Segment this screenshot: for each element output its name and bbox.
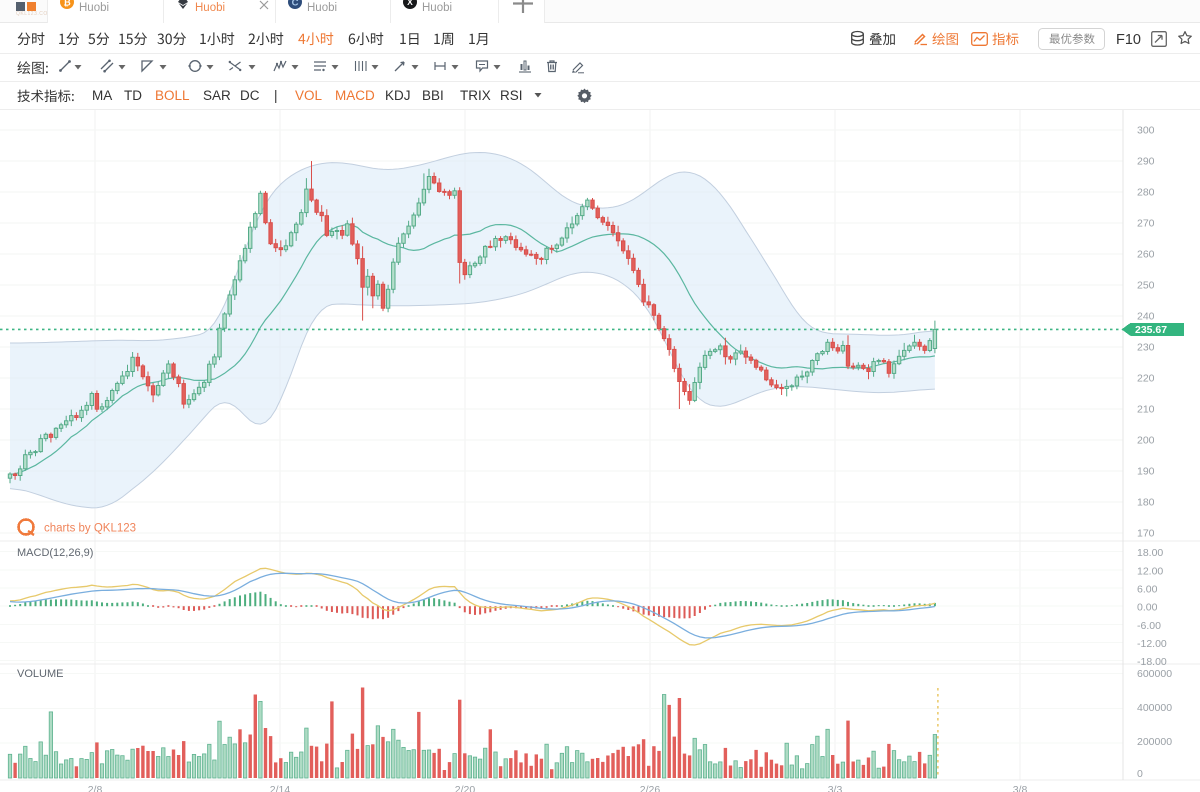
- svg-text:190: 190: [1137, 466, 1155, 478]
- svg-text:230: 230: [1137, 342, 1155, 354]
- svg-text:18.00: 18.00: [1137, 547, 1163, 559]
- svg-text:0: 0: [1137, 768, 1143, 780]
- svg-text:290: 290: [1137, 156, 1155, 168]
- svg-text:260: 260: [1137, 249, 1155, 261]
- svg-text:-12.00: -12.00: [1137, 638, 1167, 650]
- svg-text:210: 210: [1137, 404, 1155, 416]
- svg-text:F10: F10: [1116, 32, 1141, 48]
- svg-text:270: 270: [1137, 218, 1155, 230]
- svg-text:TRIX: TRIX: [460, 88, 491, 103]
- svg-text:BOLL: BOLL: [155, 88, 190, 103]
- svg-text:SAR: SAR: [203, 88, 231, 103]
- svg-text:MACD: MACD: [335, 88, 375, 103]
- svg-text:200: 200: [1137, 435, 1155, 447]
- svg-text:VOLUME: VOLUME: [17, 668, 63, 680]
- svg-text:180: 180: [1137, 497, 1155, 509]
- svg-text:3/3: 3/3: [828, 784, 843, 792]
- svg-text:MA: MA: [92, 88, 112, 103]
- svg-text:RSI: RSI: [500, 88, 523, 103]
- svg-text:|: |: [274, 88, 278, 103]
- svg-text:2/20: 2/20: [455, 784, 476, 792]
- svg-text:3/8: 3/8: [1013, 784, 1028, 792]
- svg-text:0.00: 0.00: [1137, 602, 1158, 614]
- svg-text:BBI: BBI: [422, 88, 444, 103]
- svg-text:2/26: 2/26: [640, 784, 661, 792]
- svg-text:6.00: 6.00: [1137, 584, 1158, 596]
- svg-text:250: 250: [1137, 280, 1155, 292]
- svg-text:KDJ: KDJ: [385, 88, 411, 103]
- svg-text:200000: 200000: [1137, 736, 1172, 748]
- svg-text:-6.00: -6.00: [1137, 620, 1161, 632]
- svg-text:12.00: 12.00: [1137, 565, 1163, 577]
- svg-text:300: 300: [1137, 125, 1155, 137]
- svg-text:220: 220: [1137, 373, 1155, 385]
- svg-text:MACD(12,26,9): MACD(12,26,9): [17, 547, 93, 559]
- svg-text:235.67: 235.67: [1135, 324, 1167, 336]
- svg-text:2/8: 2/8: [88, 784, 103, 792]
- svg-text:C: C: [292, 0, 299, 9]
- svg-text:DC: DC: [240, 88, 260, 103]
- svg-text:-18.00: -18.00: [1137, 656, 1167, 668]
- svg-text:VOL: VOL: [295, 88, 323, 103]
- svg-text:280: 280: [1137, 187, 1155, 199]
- svg-text:600000: 600000: [1137, 668, 1172, 680]
- svg-text:240: 240: [1137, 311, 1155, 323]
- svg-text:TD: TD: [124, 88, 142, 103]
- svg-text:170: 170: [1137, 528, 1155, 540]
- svg-text:X: X: [407, 0, 413, 7]
- svg-text:₿: ₿: [63, 0, 70, 8]
- svg-text:charts by QKL123: charts by QKL123: [44, 523, 136, 535]
- svg-text:400000: 400000: [1137, 702, 1172, 714]
- svg-text:2/14: 2/14: [270, 784, 291, 792]
